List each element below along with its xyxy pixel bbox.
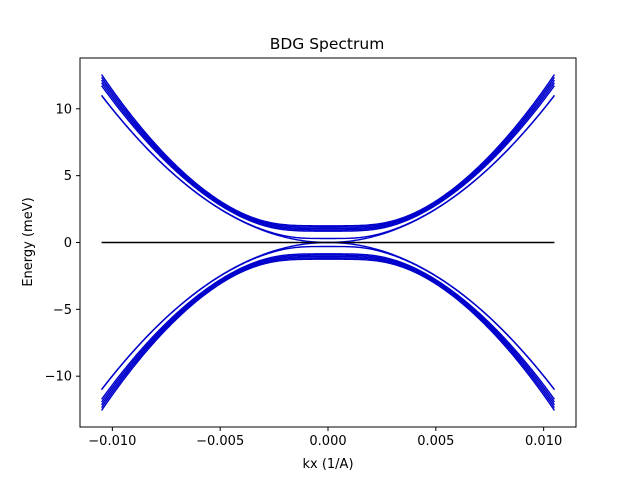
x-tick-label: 0.000 xyxy=(309,434,346,449)
x-tick-label: 0.010 xyxy=(525,434,562,449)
band-line xyxy=(101,241,555,390)
band-line xyxy=(101,82,555,231)
band-line xyxy=(101,94,555,240)
x-axis-label: kx (1/A) xyxy=(302,457,353,472)
band-line xyxy=(100,258,556,411)
x-tick-label: −0.005 xyxy=(196,434,244,449)
band-line xyxy=(101,253,555,400)
band-line xyxy=(101,254,555,403)
band-line xyxy=(100,257,556,409)
y-tick-label: 10 xyxy=(55,102,72,117)
band-line xyxy=(100,76,556,228)
y-tick-label: −10 xyxy=(45,370,72,385)
y-axis: −10 −5 0 5 10 xyxy=(45,102,80,385)
y-axis-label: Energy (meV) xyxy=(21,197,36,286)
x-tick-label: −0.010 xyxy=(88,434,136,449)
y-tick-label: 5 xyxy=(64,169,72,184)
band-line xyxy=(101,245,555,391)
band-line xyxy=(100,74,556,227)
band-line xyxy=(101,85,555,232)
band-line xyxy=(101,95,555,244)
chart-title: BDG Spectrum xyxy=(270,35,385,53)
x-tick-label: 0.005 xyxy=(417,434,454,449)
band-line xyxy=(100,79,556,230)
y-tick-label: 0 xyxy=(64,236,72,251)
x-axis: −0.010 −0.005 0.000 0.005 0.010 xyxy=(88,427,562,449)
plot-area xyxy=(100,74,556,411)
y-tick-label: −5 xyxy=(53,303,72,318)
band-line xyxy=(100,255,556,406)
